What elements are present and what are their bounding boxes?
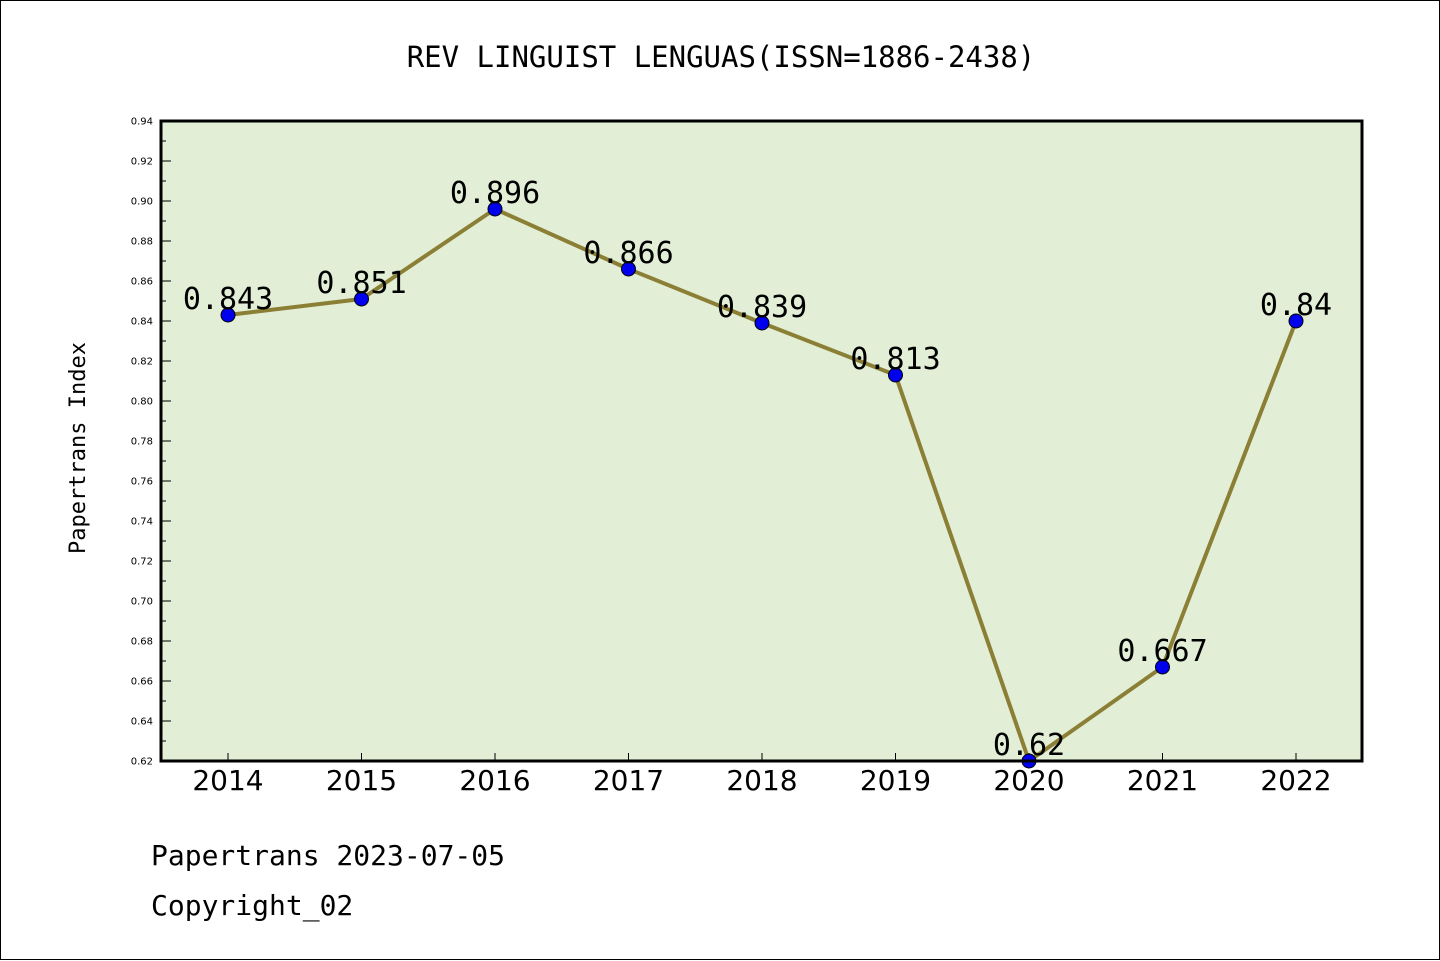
x-tick-label: 2019 <box>860 764 931 797</box>
y-tick-label: 0.66 <box>131 677 153 688</box>
series-markers <box>220 201 1304 769</box>
data-label: 0.667 <box>1117 634 1207 669</box>
y-tick-label: 0.70 <box>131 597 153 608</box>
data-point <box>1288 313 1304 329</box>
x-tick-label: 2015 <box>326 764 397 797</box>
y-tick-label: 0.94 <box>131 117 153 128</box>
x-axis: 2014 2015 2016 2017 2018 2019 2020 2021 2022 <box>192 753 1332 797</box>
y-tick-label: 0.92 <box>131 157 153 168</box>
x-tick-label: 2020 <box>993 764 1064 797</box>
x-tick-label: 2016 <box>459 764 530 797</box>
y-tick-label: 0.84 <box>131 317 153 328</box>
x-tick-label: 2022 <box>1260 764 1331 797</box>
y-tick-label: 0.76 <box>131 477 153 488</box>
data-label: 0.839 <box>717 290 807 325</box>
x-tick-label: 2021 <box>1127 764 1198 797</box>
x-tick-label: 2014 <box>192 764 263 797</box>
y-tick-label: 0.62 <box>131 757 153 768</box>
data-point <box>354 291 369 307</box>
y-tick-label: 0.80 <box>131 397 153 408</box>
data-point <box>888 367 903 383</box>
data-point <box>220 307 236 323</box>
data-point <box>1155 659 1170 675</box>
y-tick-label: 0.74 <box>131 517 153 528</box>
y-tick-label: 0.82 <box>131 357 153 368</box>
data-label: 0.84 <box>1260 288 1332 323</box>
y-tick-label: 0.88 <box>131 237 153 248</box>
data-label: 0.843 <box>183 282 273 317</box>
y-tick-label: 0.86 <box>131 277 153 288</box>
data-label: 0.813 <box>850 342 940 377</box>
footer-date: Papertrans 2023-07-05 <box>151 839 505 872</box>
y-tick-label: 0.72 <box>131 557 153 568</box>
y-tick-label: 0.68 <box>131 637 153 648</box>
y-axis-label: Papertrans Index <box>66 342 91 554</box>
y-tick-label: 0.90 <box>131 197 153 208</box>
footer-copyright: Copyright_02 <box>151 889 353 923</box>
data-label: 0.851 <box>316 266 406 301</box>
data-label: 0.896 <box>450 176 540 211</box>
data-labels: 0.843 0.851 0.896 0.866 0.839 0.813 0.62 0.667 0… <box>183 176 1332 763</box>
data-point <box>754 315 770 331</box>
chart-title: REV LINGUIST LENGUAS(ISSN=1886-2438) <box>407 40 1036 74</box>
data-label: 0.866 <box>583 236 673 271</box>
data-point <box>621 261 636 277</box>
plot-area <box>161 121 1362 761</box>
data-point <box>487 201 503 217</box>
y-tick-label: 0.64 <box>131 717 153 728</box>
y-tick-label: 0.78 <box>131 437 153 448</box>
x-tick-label: 2018 <box>726 764 797 797</box>
plot-border <box>159 119 1364 763</box>
data-label: 0.62 <box>993 728 1065 763</box>
x-tick-label: 2017 <box>593 764 664 797</box>
